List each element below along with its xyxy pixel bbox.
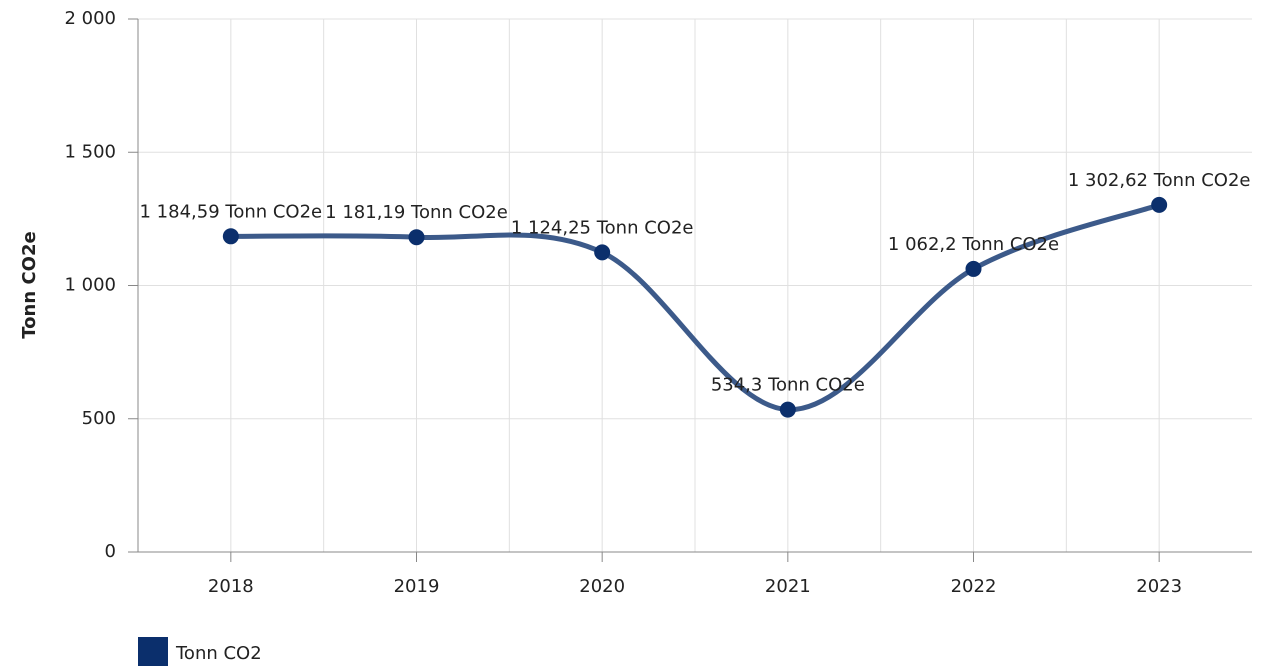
y-tick-label: 0 [105, 541, 116, 562]
x-tick-label: 2018 [208, 576, 254, 597]
y-tick-label: 1 500 [64, 141, 116, 162]
data-label: 1 124,25 Tonn CO2e [511, 217, 694, 238]
data-label: 1 302,62 Tonn CO2e [1068, 170, 1251, 191]
legend-label: Tonn CO2 [175, 643, 262, 664]
point [965, 260, 982, 277]
legend-swatch [138, 637, 168, 666]
y-axis-label: Tonn CO2e [19, 231, 40, 338]
point [779, 401, 796, 418]
x-tick-label: 2019 [394, 576, 440, 597]
y-tick-label: 500 [82, 408, 116, 429]
data-label: 1 181,19 Tonn CO2e [325, 202, 508, 223]
data-label: 534,3 Tonn CO2e [711, 375, 865, 396]
x-tick-label: 2020 [579, 576, 625, 597]
point [1151, 196, 1168, 213]
x-tick-label: 2021 [765, 576, 811, 597]
point [594, 244, 611, 261]
y-tick-label: 1 000 [64, 275, 116, 296]
point [408, 229, 425, 246]
data-label: 1 184,59 Tonn CO2e [140, 201, 323, 222]
point [222, 228, 239, 245]
y-tick-label: 2 000 [64, 8, 116, 29]
x-tick-label: 2022 [951, 576, 997, 597]
data-label: 1 062,2 Tonn CO2e [888, 234, 1059, 255]
x-tick-label: 2023 [1136, 576, 1182, 597]
